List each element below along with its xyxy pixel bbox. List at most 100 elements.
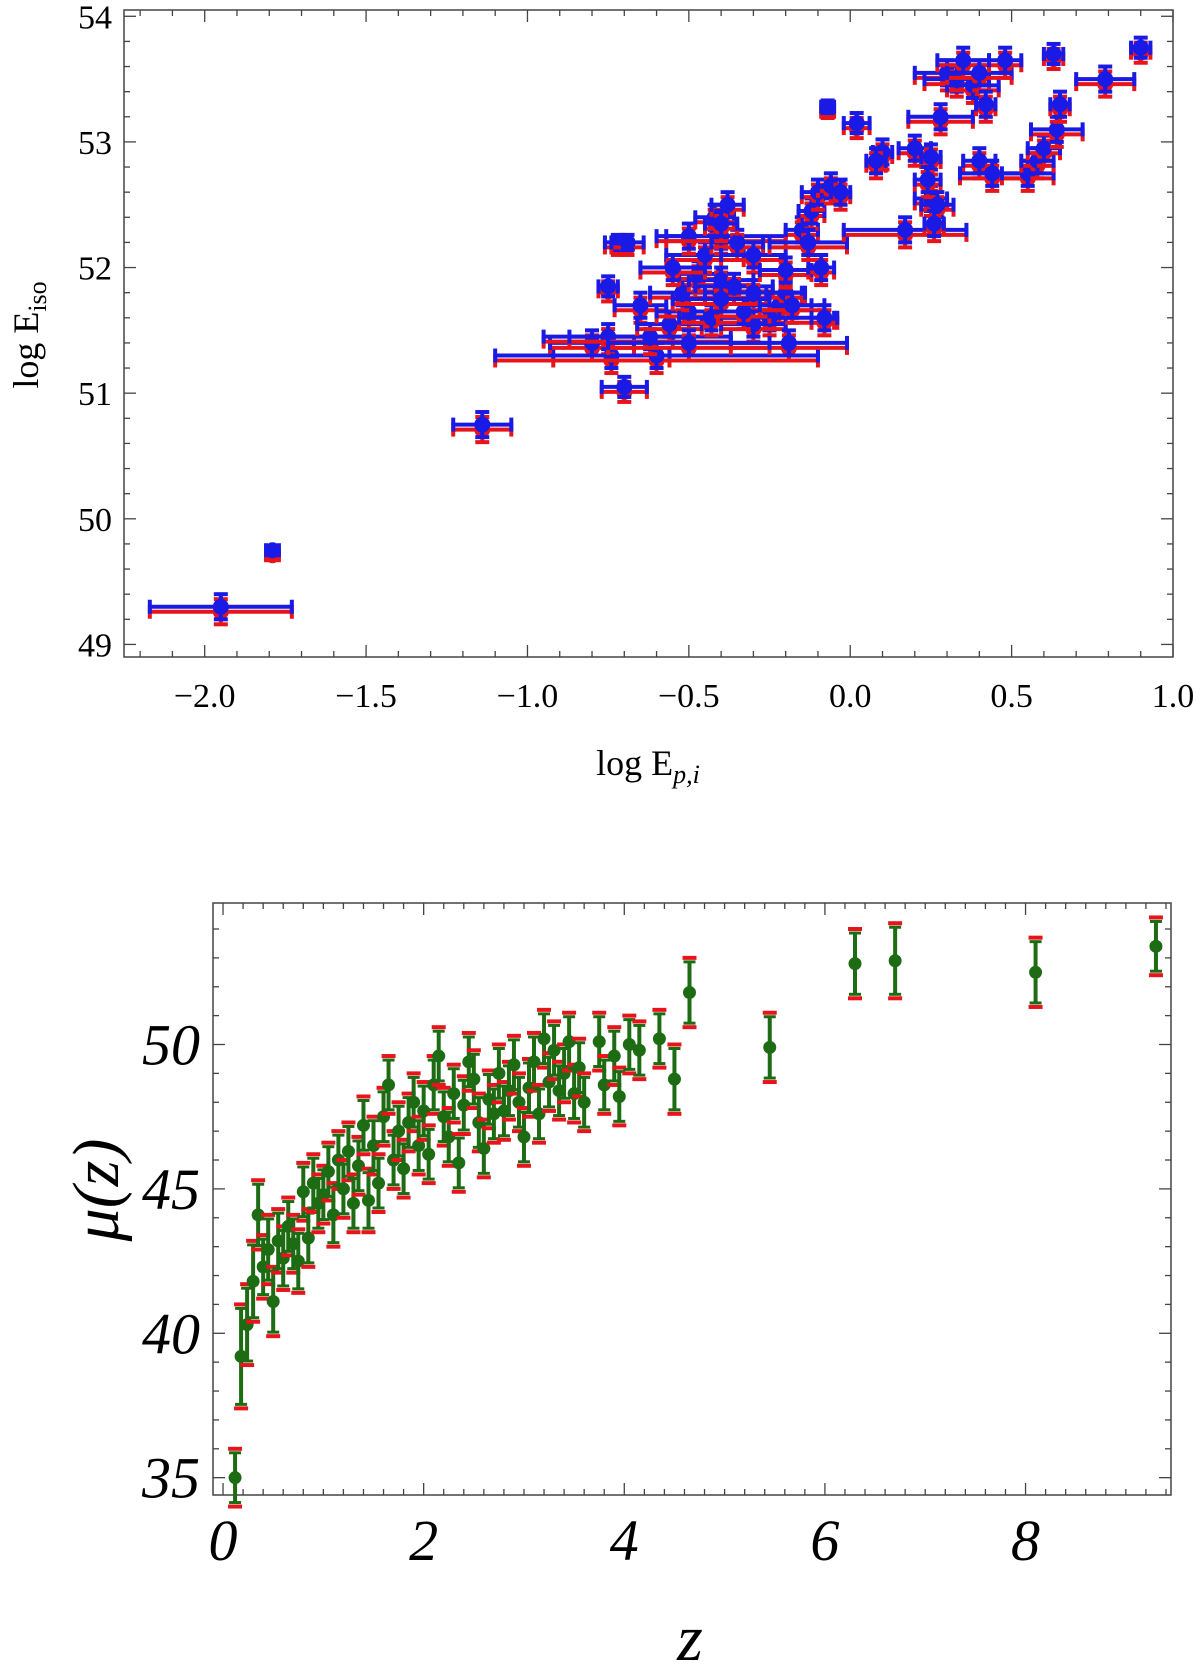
- data-point-group: [572, 1036, 587, 1099]
- data-point: [507, 1058, 521, 1072]
- data-point-group: [1074, 64, 1137, 99]
- data-point: [432, 1049, 446, 1063]
- data-point: [527, 1055, 541, 1069]
- data-point-group: [609, 232, 646, 257]
- data-point-group: [431, 1025, 446, 1087]
- data-point: [926, 215, 943, 232]
- data-point: [971, 152, 988, 169]
- data-point-group: [228, 1446, 243, 1509]
- data-point: [367, 1139, 381, 1153]
- data-point: [667, 1072, 681, 1086]
- data-point: [897, 221, 914, 238]
- data-point-group: [361, 1166, 376, 1235]
- data-point-group: [451, 1132, 466, 1194]
- data-point-group: [506, 1033, 521, 1096]
- data-point-group: [421, 1123, 436, 1186]
- data-point: [607, 1049, 621, 1063]
- data-point-group: [888, 921, 903, 1001]
- top-x-tick-labels: −2.0 −1.5 −1.0 −0.5 0.0 0.5 1.0: [174, 678, 1194, 715]
- data-point: [816, 309, 833, 326]
- data-point-group: [987, 45, 1024, 80]
- top-y-tick-labels: 49 50 51 52 53 54: [78, 0, 112, 664]
- data-point-group: [912, 165, 943, 200]
- data-point: [301, 1231, 315, 1245]
- data-point: [868, 152, 885, 169]
- data-point: [682, 986, 696, 1000]
- data-point: [512, 1095, 526, 1109]
- chart-top: −2.0 −1.5 −1.0 −0.5 0.0 0.5 1.0 49 50 51 52 53 54 l…: [6, 0, 1194, 789]
- top-y-tick-label: 53: [78, 125, 112, 162]
- data-point: [745, 284, 762, 301]
- data-point-group: [1028, 114, 1085, 149]
- data-point: [261, 1243, 275, 1257]
- data-point-group: [612, 1065, 627, 1128]
- data-point: [848, 957, 862, 971]
- data-point: [955, 52, 972, 69]
- data-point: [696, 246, 713, 263]
- data-point: [412, 1139, 426, 1153]
- data-point: [612, 1089, 626, 1103]
- plot-frame-bottom: [212, 902, 1172, 1496]
- data-point: [632, 1043, 646, 1057]
- data-point: [212, 598, 229, 615]
- data-point: [888, 954, 902, 968]
- data-point-group: [682, 955, 697, 1030]
- bottom-y-axis-label: μ(z): [60, 1139, 133, 1243]
- top-ticks: [124, 10, 1174, 657]
- data-point-group: [652, 1007, 667, 1070]
- top-x-tick-label: 0.0: [829, 678, 872, 715]
- data-point: [397, 1162, 411, 1176]
- top-x-tick-label: −0.5: [658, 678, 720, 715]
- top-x-tick-label: −1.0: [497, 678, 559, 715]
- data-point: [780, 334, 797, 351]
- data-point: [848, 115, 865, 132]
- data-point-group: [1048, 89, 1072, 124]
- bottom-y-tick-label: 50: [142, 1013, 200, 1078]
- data-point-group: [806, 252, 837, 288]
- top-x-axis-label: log Ep,i: [596, 743, 700, 789]
- data-point: [726, 278, 743, 295]
- data-point-group: [767, 227, 850, 262]
- data-point: [597, 1078, 611, 1092]
- data-point: [467, 1072, 481, 1086]
- data-point-group: [577, 1071, 592, 1134]
- data-point-group: [848, 926, 863, 1001]
- data-point-group: [599, 374, 649, 404]
- top-y-tick-label: 49: [78, 627, 112, 664]
- data-point: [713, 290, 730, 307]
- data-point-group: [919, 142, 943, 177]
- data-point: [800, 234, 817, 251]
- data-point-group: [381, 1054, 396, 1116]
- data-point-group: [906, 102, 975, 137]
- data-point: [680, 334, 697, 351]
- data-point: [735, 303, 752, 320]
- data-point: [264, 542, 281, 559]
- data-point: [703, 309, 720, 326]
- data-point: [517, 1130, 531, 1144]
- bottom-y-tick-label: 35: [141, 1446, 200, 1511]
- data-point-group: [356, 1094, 371, 1157]
- data-point-group: [841, 215, 969, 250]
- data-point: [929, 196, 946, 213]
- bottom-data-points: [228, 915, 1163, 1509]
- top-x-tick-label: 0.5: [990, 678, 1033, 715]
- data-point: [577, 1095, 591, 1109]
- data-point: [674, 284, 691, 301]
- data-point-group: [532, 1082, 547, 1145]
- bottom-x-tick-labels: 0 2 4 6 8: [209, 1508, 1041, 1573]
- data-point: [813, 259, 830, 276]
- data-point: [745, 246, 762, 263]
- bottom-x-tick-label: 6: [810, 1508, 839, 1573]
- data-point: [1048, 121, 1065, 138]
- bottom-x-tick-label: 8: [1011, 1508, 1040, 1573]
- data-point: [971, 64, 988, 81]
- data-point-group: [321, 1140, 336, 1203]
- data-point: [997, 52, 1014, 69]
- data-point: [777, 262, 794, 279]
- data-point: [632, 297, 649, 314]
- data-point-group: [446, 1062, 461, 1125]
- data-point: [477, 1141, 491, 1155]
- top-y-tick-label: 54: [78, 0, 112, 36]
- data-point-group: [264, 542, 281, 564]
